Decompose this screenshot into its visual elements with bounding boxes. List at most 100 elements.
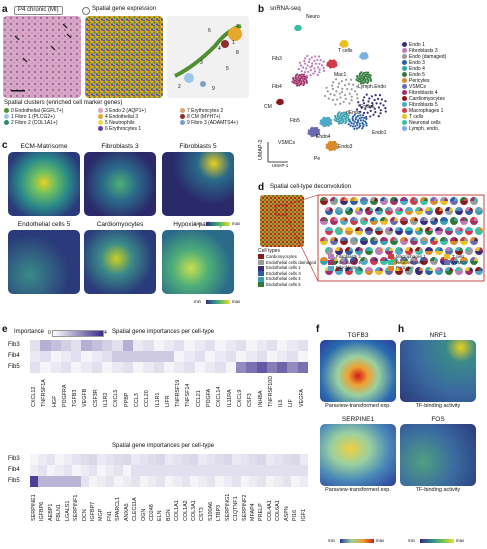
heatmap-cell: [30, 340, 41, 351]
deconv-pie-slice: [385, 247, 391, 251]
umap-point: [331, 87, 335, 90]
deconv-pie-slice: [345, 251, 353, 255]
deconv-pie-slice: [475, 247, 481, 251]
deconv-pie-slice: [405, 247, 411, 251]
heatmap-cell: [215, 454, 224, 465]
heatmap-cell: [256, 351, 267, 362]
gene-label: LGALS1: [64, 500, 71, 521]
heatmap-cell: [235, 340, 247, 351]
heatmap-cell: [88, 476, 98, 487]
umap-legend-dot: [402, 90, 407, 96]
heatmap-top-title: Spatial gene importances per cell-type: [112, 329, 215, 335]
heatmap-cell: [40, 351, 51, 362]
umap-point: [363, 96, 366, 99]
gene-label: IL1R1: [154, 392, 161, 407]
deconv-pie-slice: [340, 237, 346, 241]
deconv-pie-slice: [445, 227, 451, 231]
gene-label: CXCL12: [31, 386, 37, 407]
heatmap-cell: [274, 454, 283, 465]
heatmap-cell: [72, 476, 81, 487]
heatmap-cell: [257, 476, 266, 487]
deconv-pie-slice: [325, 247, 331, 251]
gene-label: CD248: [148, 504, 155, 521]
deconv-pie-slice: [334, 237, 338, 241]
heatmap-row-label: Fib5: [8, 364, 20, 370]
heatmap-row-label: Fib5: [8, 478, 20, 484]
heatmap-cell: [102, 362, 113, 373]
umap-point: [314, 55, 317, 58]
umap-point: [370, 95, 374, 98]
deconv-legend-label: Macrophages 1: [396, 254, 426, 259]
umap-point: [364, 71, 367, 74]
cluster-dot: [180, 114, 185, 120]
umap-point: [303, 71, 307, 74]
spatial-map: [162, 152, 234, 216]
deconv-pie-slice: [394, 257, 398, 261]
deconv-legend-label: Endothelial cells 3: [266, 270, 301, 276]
umap-point: [369, 106, 372, 109]
deconv-pie-slice: [345, 247, 351, 251]
deconv-pie-slice: [355, 251, 363, 255]
deconv-pie-slice: [435, 211, 443, 215]
umap-legend-label: T cells: [409, 114, 424, 120]
deconv-legend-swatch: [258, 254, 264, 260]
umap-point: [305, 76, 308, 79]
heatmap-cell: [164, 454, 174, 465]
deconv-pie-slice: [465, 227, 471, 231]
umap-legend-dot: [402, 60, 407, 66]
umap-point: [294, 27, 297, 30]
umap-point: [319, 59, 322, 62]
umap-point: [344, 97, 347, 101]
heatmap-cell: [80, 465, 89, 476]
umap-point: [357, 126, 361, 129]
deconv-pie-slice: [389, 227, 393, 231]
deconv-pie-slice: [420, 197, 426, 201]
deconv-pie-slice: [410, 261, 418, 265]
deconv-pie-slice: [329, 207, 333, 211]
deconv-pie-slice: [450, 217, 456, 221]
deconv-pie-slice: [354, 197, 358, 201]
umap-point: [351, 119, 355, 122]
toggle-dot-icon: [82, 7, 90, 15]
umap-point: [330, 122, 333, 126]
spatial-gene-map: [320, 424, 396, 486]
heatmap-cell: [147, 476, 157, 487]
deconv-pie-slice: [464, 197, 468, 201]
arrow-icon: [14, 23, 72, 63]
umap-legend-label: Endo 3: [409, 60, 425, 66]
panel-c-letter: c: [2, 140, 8, 151]
deconv-pie-slice: [434, 197, 438, 201]
umap-point: [342, 113, 345, 117]
deconv-pie-slice: [445, 207, 451, 211]
deconv-pie-slice: [479, 207, 483, 211]
heatmap-cell: [277, 351, 288, 362]
deconv-pie-slice: [335, 231, 343, 235]
deconv-pie-slice: [440, 241, 448, 245]
heatmap-cell: [63, 476, 73, 487]
umap-point: [356, 85, 359, 88]
deconv-pie-slice: [370, 221, 378, 225]
deconv-pie-slice: [420, 221, 428, 225]
heatmap-cell: [181, 454, 191, 465]
heatmap-cell: [122, 351, 133, 362]
heatmap-cell: [181, 476, 191, 487]
deconv-pie-slice: [350, 201, 358, 205]
umap-point: [373, 107, 376, 110]
umap-legend-dot: [402, 126, 407, 132]
deconv-pie-slice: [470, 237, 476, 241]
umap-point: [359, 110, 362, 113]
umap-legend-item: Pericytes: [402, 78, 486, 84]
deconv-pie-slice: [344, 197, 348, 201]
umap-point: [316, 73, 319, 76]
spatial-map: [84, 152, 156, 216]
deconv-pie-slice: [370, 241, 378, 245]
cluster-label: 8 CM (MYH7+): [187, 114, 221, 120]
umap2-label: UMAP-2: [258, 139, 264, 160]
deconv-pie-slice: [370, 217, 376, 221]
deconv-pie-slice: [340, 257, 346, 261]
umap-cluster-label: Endo1: [372, 130, 387, 136]
deconv-pie-slice: [320, 197, 326, 201]
deconv-pie-slice: [470, 221, 478, 225]
panel-a-tiles: [3, 16, 249, 98]
deconv-pie-slice: [435, 251, 443, 255]
